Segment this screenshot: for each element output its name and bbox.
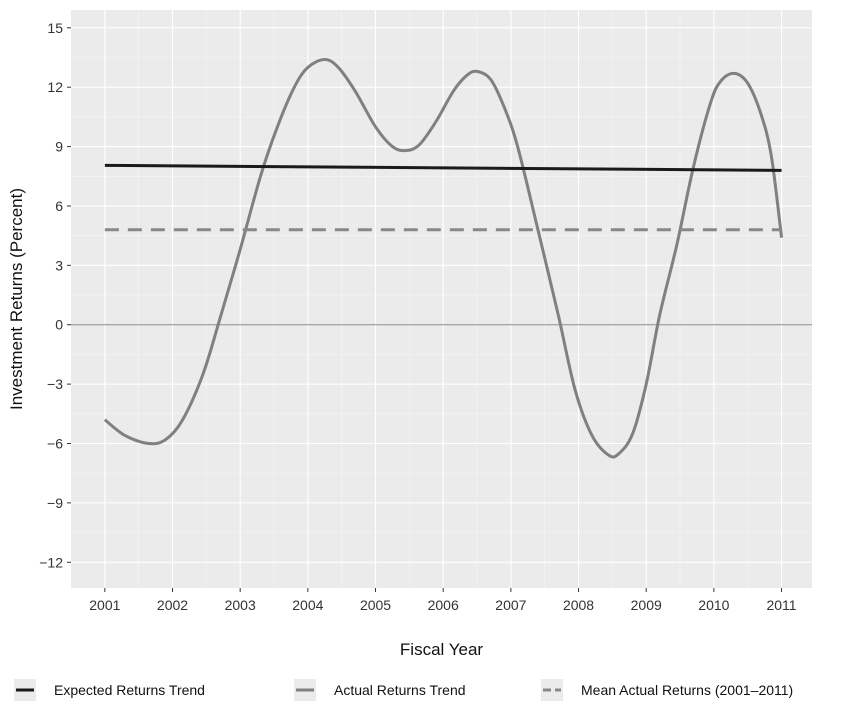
- minor-gridlines: [71, 10, 812, 588]
- y-tick-label: −6: [47, 436, 63, 452]
- y-tick-label: 6: [55, 198, 63, 214]
- y-tick-label: 0: [55, 317, 63, 333]
- legend-item-2: Mean Actual Returns (2001–2011): [541, 679, 793, 701]
- x-tick-label: 2010: [698, 597, 729, 613]
- y-tick-label: −3: [47, 376, 63, 392]
- x-tick-label: 2003: [225, 597, 256, 613]
- legend-item-0: Expected Returns Trend: [14, 679, 205, 701]
- x-tick-label: 2006: [428, 597, 459, 613]
- series-line-1: [103, 57, 784, 459]
- x-axis: 2001 2002 2003 2004 2005 2006 2007 2008 2009 2010…: [89, 588, 797, 613]
- x-tick-label: 2011: [766, 597, 796, 613]
- x-tick-label: 2007: [495, 597, 526, 613]
- x-tick-label: 2001: [89, 597, 120, 613]
- x-tick-label: 2005: [360, 597, 391, 613]
- legend-label: Actual Returns Trend: [334, 682, 466, 698]
- legend-label: Mean Actual Returns (2001–2011): [581, 682, 793, 698]
- x-tick-label: 2009: [631, 597, 662, 613]
- y-tick-label: −9: [47, 495, 63, 511]
- x-tick-label: 2004: [292, 597, 323, 613]
- plot-panel: [71, 10, 812, 588]
- x-axis-title: Fiscal Year: [400, 640, 483, 659]
- legend-label: Expected Returns Trend: [54, 682, 205, 698]
- y-tick-label: 12: [47, 79, 63, 95]
- y-axis: 15 12 9 6 3 0 −3 −6 −9 −12: [39, 20, 71, 570]
- series-layer: [103, 57, 784, 459]
- x-tick-label: 2008: [563, 597, 594, 613]
- y-axis-title: Investment Returns (Percent): [7, 188, 26, 410]
- series-line-0: [104, 163, 782, 172]
- y-tick-label: 15: [47, 20, 63, 36]
- y-tick-label: −12: [39, 554, 63, 570]
- legend: Expected Returns Trend Actual Returns Tre…: [14, 679, 793, 701]
- y-tick-label: 3: [55, 257, 63, 273]
- legend-item-1: Actual Returns Trend: [294, 679, 466, 701]
- x-tick-label: 2002: [157, 597, 188, 613]
- y-tick-label: 9: [55, 139, 63, 155]
- legend-key-background: [541, 679, 563, 701]
